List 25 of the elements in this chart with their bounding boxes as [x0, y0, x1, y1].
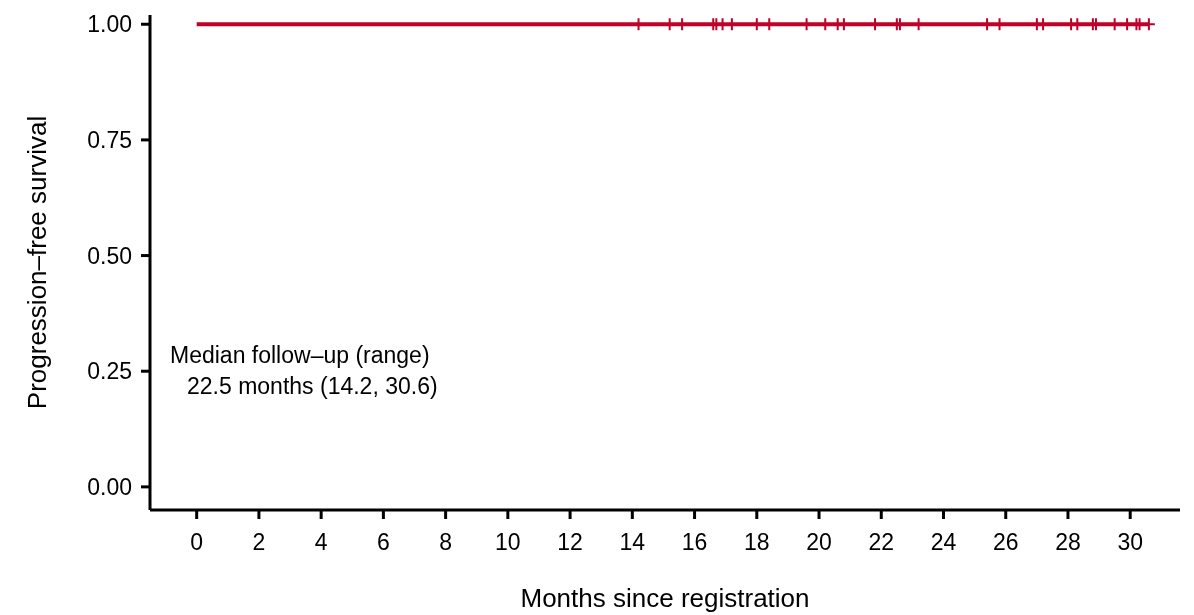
x-tick-label: 20	[806, 529, 832, 555]
x-axis-title: Months since registration	[520, 583, 810, 613]
x-tick-label: 6	[376, 529, 390, 555]
x-tick-label: 10	[495, 529, 521, 555]
y-tick-label: 0.25	[87, 358, 132, 385]
x-tick-label: 4	[314, 529, 328, 555]
x-tick-label: 26	[992, 529, 1019, 555]
x-tick-label: 16	[681, 529, 708, 555]
y-tick-label: 0.00	[87, 473, 132, 500]
x-tick-label: 18	[744, 529, 770, 555]
x-tick-label: 30	[1117, 529, 1144, 555]
x-tick-label: 0	[190, 529, 204, 555]
y-tick-label: 1.00	[87, 11, 132, 38]
annotation: 22.5 months (14.2, 30.6)	[187, 373, 438, 399]
x-tick-label: 22	[868, 529, 895, 555]
y-tick-label: 0.50	[87, 242, 132, 269]
y-axis-title: Progression–free survival	[22, 115, 52, 410]
x-tick-label: 24	[930, 529, 957, 555]
y-tick-label: 0.75	[87, 126, 132, 153]
x-tick-label: 14	[619, 529, 646, 555]
x-tick-label: 2	[252, 529, 266, 555]
annotation: Median follow–up (range)	[170, 342, 430, 368]
x-tick-label: 12	[557, 529, 583, 555]
x-tick-label: 8	[439, 529, 453, 555]
x-tick-label: 28	[1055, 529, 1081, 555]
